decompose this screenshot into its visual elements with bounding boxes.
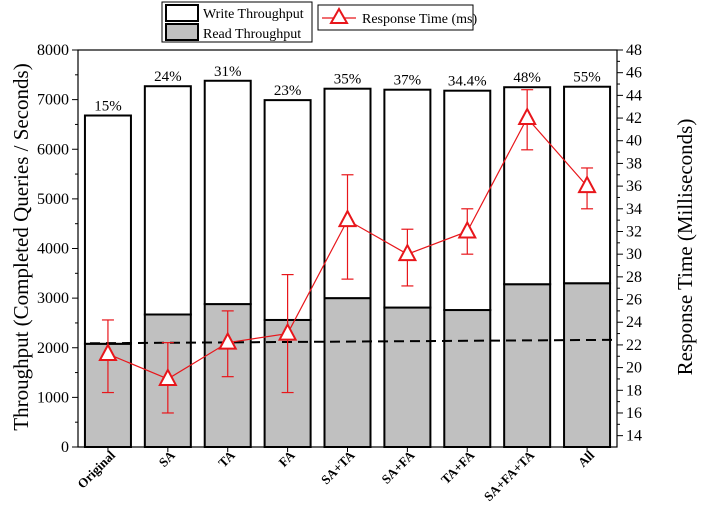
bar-write-SA — [143, 85, 192, 316]
axes-group: 0 1000 2000 3000 4000 5000 6000 7000 8000 14 16 18 2… — [37, 42, 642, 456]
y-tick-label: 4000 — [37, 241, 69, 258]
response-time-point — [337, 209, 358, 228]
y2-tick-label: 38 — [626, 155, 642, 172]
y2-tick-label: 46 — [626, 65, 642, 82]
legend-swatch-read — [165, 23, 199, 41]
y2-tick-label: 42 — [626, 110, 642, 127]
bar-label: 35% — [334, 72, 362, 88]
bar-write-Original — [83, 114, 132, 345]
bar-label: 31% — [214, 64, 242, 80]
x-tick-label: TA+FA — [438, 447, 478, 487]
response-time-point — [517, 106, 537, 126]
y2-tick-label: 20 — [626, 360, 642, 377]
legend-marker-response — [329, 6, 349, 24]
y-tick-label: 3000 — [37, 290, 69, 307]
x-tick-label: SA+FA — [378, 447, 418, 487]
y2-tick-label: 48 — [626, 42, 642, 59]
bar-label: 15% — [94, 99, 122, 115]
y2-axis-label: Response Time (Milliseconds) — [673, 119, 697, 376]
x-tick-label: FA — [276, 447, 299, 470]
bar-read-TA+FA — [443, 309, 492, 448]
response-time-point — [397, 243, 418, 262]
y2-tick-label: 36 — [626, 178, 642, 195]
legend-label-write: Write Throughput — [203, 7, 304, 22]
response-time-point — [577, 174, 597, 194]
bar-read-SA+FA+TA — [503, 283, 552, 449]
x-tick-label: SA+FA+TA — [481, 447, 538, 504]
bar-read-SA+TA — [323, 297, 372, 448]
y2-tick-label: 16 — [626, 405, 642, 422]
x-tick-label: All — [575, 447, 598, 470]
bar-read-SA+FA — [383, 306, 432, 448]
y-tick-label: 1000 — [37, 389, 69, 406]
y-tick-label: 7000 — [37, 92, 69, 109]
x-tick-label: Original — [74, 447, 118, 491]
bar-label: 37% — [394, 73, 422, 89]
legend-swatch-write — [165, 4, 199, 22]
y2-tick-label: 18 — [626, 382, 642, 399]
response-time-point — [158, 367, 178, 386]
y-tick-label: 2000 — [37, 340, 69, 357]
bar-label: 55% — [573, 70, 601, 86]
y2-tick-label: 30 — [626, 246, 642, 263]
legend-label-read: Read Throughput — [203, 27, 301, 42]
y2-tick-label: 34 — [626, 201, 642, 218]
bar-label: 48% — [513, 70, 541, 86]
baseline-dashed-line — [89, 338, 618, 345]
x-tick-label: SA+TA — [318, 447, 358, 487]
y-tick-label: 8000 — [37, 42, 69, 59]
response-time-point — [457, 220, 477, 239]
bar-write-TA — [203, 79, 252, 306]
legend-label-response: Response Time (ms) — [362, 12, 477, 27]
y-tick-label: 6000 — [37, 141, 69, 158]
x-tick-label: TA — [215, 447, 238, 470]
bar-write-SA+FA — [383, 88, 432, 309]
y-axis-label: Throughput (Completed Queries / Seconds) — [9, 63, 33, 430]
response-time-point — [277, 322, 298, 341]
baseline-group — [89, 338, 618, 345]
bar-label: 24% — [154, 69, 182, 85]
bar-label: 23% — [274, 83, 302, 99]
response-time-point — [218, 331, 238, 350]
bars-group: 15% Original 24% SA 31% TA 23% FA 35% SA+TA 37% SA+… — [74, 64, 612, 504]
y2-tick-label: 28 — [626, 269, 642, 286]
y2-tick-label: 26 — [626, 292, 642, 309]
y2-tick-label: 32 — [626, 223, 642, 240]
y2-tick-label: 14 — [626, 428, 642, 445]
y2-tick-label: 44 — [626, 87, 642, 104]
x-tick-label: SA — [156, 447, 179, 470]
legend: Write Throughput Read Throughput Response … — [161, 1, 477, 43]
response-line-group — [98, 89, 597, 414]
y2-tick-label: 40 — [626, 133, 642, 150]
bar-write-TA+FA — [443, 89, 492, 312]
bar-label: 34.4% — [448, 74, 487, 90]
y2-tick-label: 24 — [626, 314, 642, 331]
bar-write-SA+FA+TA — [503, 86, 552, 286]
bar-read-All — [563, 282, 612, 448]
y-tick-label: 0 — [61, 439, 69, 456]
y2-tick-label: 22 — [626, 337, 642, 354]
y-tick-label: 5000 — [37, 191, 69, 208]
response-time-point — [98, 342, 118, 361]
